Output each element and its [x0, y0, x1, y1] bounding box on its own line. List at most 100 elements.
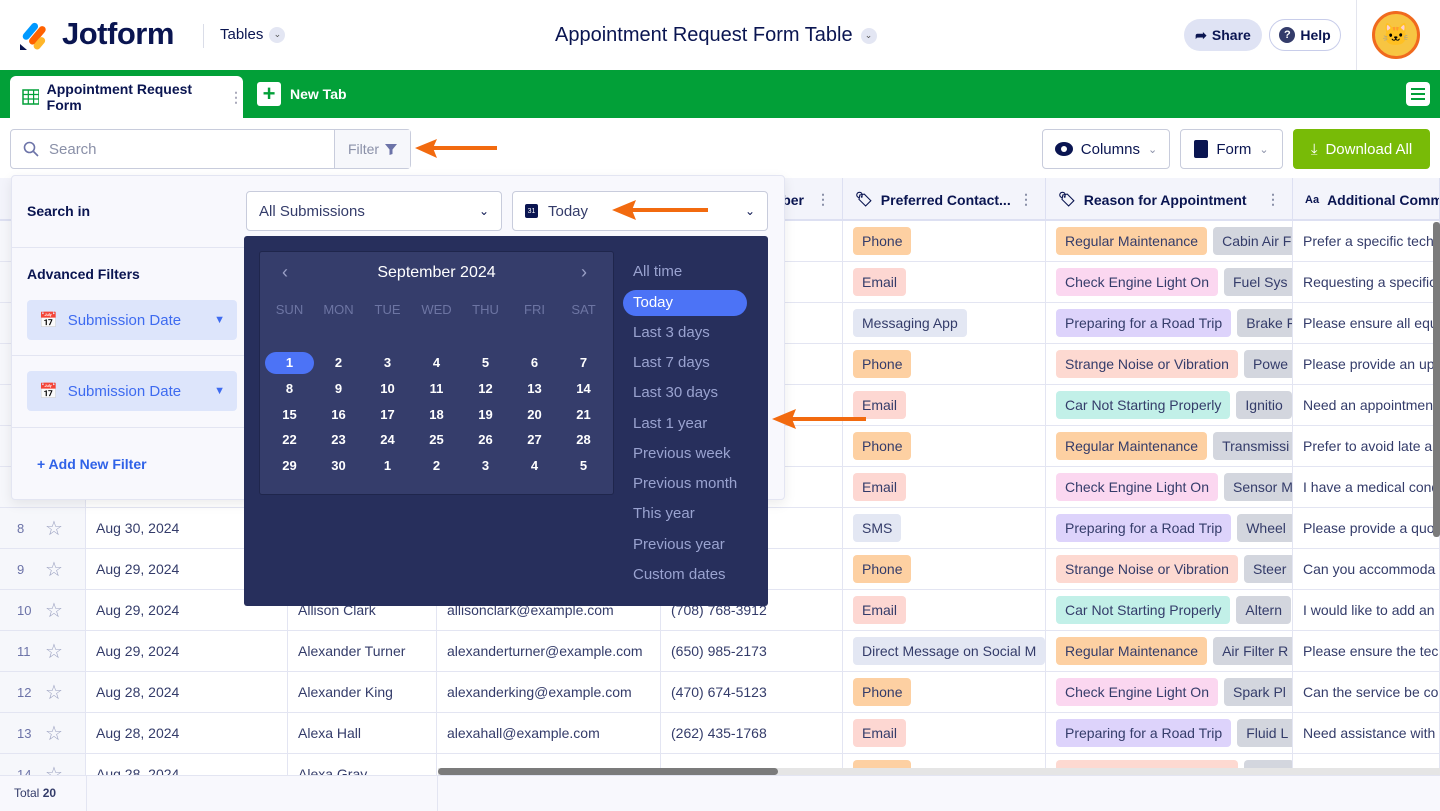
add-new-filter-button[interactable]: + Add New Filter — [37, 456, 147, 472]
column-header[interactable]: 🏷 Reason for Appointment ⋮ — [1046, 178, 1293, 221]
table-cell[interactable]: (708) 768-3912 — [661, 590, 843, 630]
table-cell[interactable] — [661, 344, 843, 384]
vertical-scrollbar[interactable] — [1433, 222, 1440, 537]
table-cell[interactable]: Please ensure all equ — [1293, 303, 1440, 343]
calendar-day[interactable]: 2 — [334, 355, 343, 370]
table-cell[interactable]: Car Not Starting Properly Altern — [1046, 590, 1293, 630]
calendar-day[interactable]: 9 — [334, 380, 343, 396]
submission-scope-select[interactable]: All Submissions ⌄ — [246, 191, 502, 231]
table-cell[interactable]: Alexander Turner — [288, 631, 437, 671]
table-cell[interactable]: Prefer a specific tech — [1293, 221, 1440, 261]
table-cell[interactable]: Regular Maintenance Transmissi — [1046, 426, 1293, 466]
table-cell[interactable]: alexanderturner@example.com — [437, 631, 661, 671]
calendar-day[interactable]: 24 — [380, 432, 395, 448]
calendar-day[interactable]: 1 — [383, 458, 392, 474]
star-icon[interactable]: ☆ — [45, 681, 63, 704]
tables-dropdown[interactable]: Tables ⌄ — [220, 26, 286, 43]
star-icon[interactable]: ☆ — [45, 763, 63, 776]
calendar-day[interactable]: 4 — [530, 458, 539, 474]
table-cell[interactable] — [661, 262, 843, 302]
date-preset-option[interactable]: Last 7 days — [633, 353, 710, 371]
table-row[interactable]: 13 ☆ Aug 28, 2024 Alexa Hall alexahall@examp… — [0, 713, 1440, 754]
calendar-day[interactable]: 5 — [481, 355, 490, 370]
calendar-day[interactable]: 2 — [432, 458, 441, 474]
column-header[interactable]: 🏷 Preferred Contact... ⋮ — [843, 178, 1046, 221]
date-preset-option[interactable]: All time — [633, 263, 683, 280]
calendar-day[interactable]: 1 — [265, 352, 314, 374]
calendar-day[interactable]: 15 — [282, 406, 297, 422]
table-cell[interactable]: Email — [843, 262, 1046, 302]
calendar-day[interactable]: 14 — [576, 380, 591, 396]
table-cell[interactable]: Phone — [843, 672, 1046, 712]
date-preset-option[interactable]: Last 1 year — [633, 414, 708, 432]
columns-button[interactable]: Columns ⌄ — [1042, 129, 1170, 169]
calendar-day[interactable]: 27 — [527, 432, 542, 448]
column-header[interactable]: Aa Additional Comm — [1293, 178, 1440, 221]
calendar-day[interactable]: 7 — [579, 355, 588, 370]
table-cell[interactable]: Phone — [843, 344, 1046, 384]
table-cell[interactable]: Email — [843, 590, 1046, 630]
calendar-day[interactable]: 6 — [530, 355, 539, 370]
tab-appointment-request-form[interactable]: Appointment Request Form ⋮ — [10, 76, 243, 118]
form-button[interactable]: Form ⌄ — [1180, 129, 1283, 169]
table-cell[interactable]: 12 ☆ — [0, 672, 86, 712]
table-cell[interactable]: 11 ☆ — [0, 631, 86, 671]
table-cell[interactable]: 8 ☆ — [0, 508, 86, 548]
table-cell[interactable]: Please provide a quo — [1293, 508, 1440, 548]
calendar-day[interactable]: 4 — [432, 355, 441, 370]
table-cell[interactable]: Messaging App — [843, 303, 1046, 343]
table-cell[interactable]: allisonclark@example.com — [437, 590, 661, 630]
more-options-icon[interactable]: ⋮ — [1266, 191, 1280, 207]
table-cell[interactable]: Phone — [843, 221, 1046, 261]
date-preset-option[interactable]: Previous year — [633, 535, 725, 553]
table-cell[interactable]: Regular Maintenance Air Filter R — [1046, 631, 1293, 671]
table-cell[interactable]: Please ensure the tec — [1293, 631, 1440, 671]
filter-button[interactable]: Filter — [334, 130, 410, 168]
table-cell[interactable]: Check Engine Light On Spark Pl — [1046, 672, 1293, 712]
table-cell[interactable]: Need assistance with — [1293, 713, 1440, 753]
table-cell[interactable]: (650) 985-2173 — [661, 631, 843, 671]
table-cell[interactable] — [661, 385, 843, 425]
menu-icon[interactable] — [1406, 82, 1430, 106]
table-cell[interactable]: Phone — [843, 549, 1046, 589]
table-cell[interactable]: Aug 29, 2024 — [86, 631, 288, 671]
table-cell[interactable]: Aug 28, 2024 — [86, 713, 288, 753]
calendar-day[interactable]: 5 — [579, 458, 588, 474]
avatar[interactable]: 🐱 — [1372, 11, 1420, 59]
column-header[interactable]: ber ⋮ — [661, 178, 843, 221]
table-cell[interactable]: alexanderking@example.com — [437, 672, 661, 712]
table-cell[interactable] — [661, 508, 843, 548]
calendar-day[interactable]: 25 — [429, 432, 444, 448]
table-cell[interactable]: Check Engine Light On Sensor M — [1046, 467, 1293, 507]
table-cell[interactable]: Alexa Gray — [288, 754, 437, 775]
calendar-day[interactable]: 11 — [429, 380, 444, 396]
search-input[interactable]: Search — [11, 130, 334, 168]
calendar-day[interactable]: 20 — [527, 406, 542, 422]
table-cell[interactable]: (262) 435-1768 — [661, 713, 843, 753]
calendar-day[interactable]: 30 — [331, 458, 346, 474]
table-cell[interactable]: Please provide an up — [1293, 344, 1440, 384]
calendar-day[interactable]: 22 — [282, 432, 297, 448]
table-cell[interactable]: Phone — [843, 426, 1046, 466]
table-cell[interactable]: I have a medical cond — [1293, 467, 1440, 507]
table-cell[interactable]: Prefer to avoid late a — [1293, 426, 1440, 466]
table-cell[interactable] — [661, 549, 843, 589]
date-preset-option[interactable]: Last 3 days — [633, 323, 710, 341]
table-row[interactable]: 12 ☆ Aug 28, 2024 Alexander King alexanderki… — [0, 672, 1440, 713]
share-button[interactable]: ➦ Share — [1184, 19, 1262, 51]
new-tab-button[interactable]: + New Tab — [257, 82, 347, 106]
table-cell[interactable] — [661, 467, 843, 507]
horizontal-scrollbar-track[interactable] — [438, 768, 1440, 775]
table-cell[interactable]: Alexa Hall — [288, 713, 437, 753]
table-cell[interactable]: Email — [843, 713, 1046, 753]
table-cell[interactable]: 9 ☆ — [0, 549, 86, 589]
table-cell[interactable]: Preparing for a Road Trip Brake F — [1046, 303, 1293, 343]
calendar-day[interactable]: 16 — [331, 406, 346, 422]
table-cell[interactable]: 14 ☆ — [0, 754, 86, 775]
table-cell[interactable]: Direct Message on Social M — [843, 631, 1046, 671]
table-cell[interactable]: alexahall@example.com — [437, 713, 661, 753]
calendar-day[interactable]: 17 — [380, 406, 395, 422]
submission-date-filter-1[interactable]: 📅 Submission Date ▼ — [27, 300, 237, 340]
table-cell[interactable]: Strange Noise or Vibration Steer — [1046, 549, 1293, 589]
table-cell[interactable] — [661, 426, 843, 466]
